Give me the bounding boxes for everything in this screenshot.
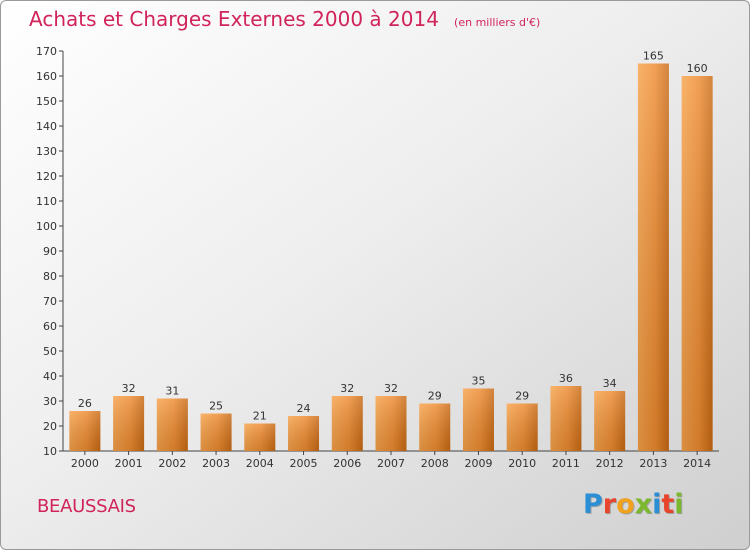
- x-tick-label: 2009: [464, 457, 492, 470]
- y-tick-label: 150: [36, 95, 57, 108]
- y-tick-label: 30: [43, 395, 57, 408]
- brand-letter: P: [583, 489, 603, 520]
- y-tick-label: 20: [43, 420, 57, 433]
- value-label-2009: 35: [471, 375, 485, 388]
- value-label-2013: 165: [643, 50, 664, 63]
- bar-shade-2008: [419, 403, 451, 451]
- bars: [69, 63, 713, 451]
- y-tick-label: 170: [36, 45, 57, 58]
- value-label-2005: 24: [297, 402, 311, 415]
- x-tick-label: 2010: [508, 457, 536, 470]
- x-tick-label: 2005: [290, 457, 318, 470]
- bar-shade-2013: [637, 63, 669, 451]
- bar-shade-2002: [156, 398, 188, 451]
- value-label-2011: 36: [559, 372, 573, 385]
- title-row: Achats et Charges Externes 2000 à 2014 (…: [29, 7, 540, 31]
- value-labels: 26 32 31 25 21 24 32 32 29 35 29 36 34 165 160: [78, 50, 708, 423]
- bar-shade-2006: [331, 396, 363, 451]
- x-tick-label: 2002: [158, 457, 186, 470]
- bar-shade-2001: [113, 396, 145, 451]
- y-tick-label: 130: [36, 145, 57, 158]
- brand-letter: i: [652, 489, 662, 520]
- y-tick-label: 160: [36, 70, 57, 83]
- y-tick-label: 140: [36, 120, 57, 133]
- y-tick-label: 90: [43, 245, 57, 258]
- axes: 10 20 30 40 50 60 70 80 90 100 110 120 130 140 150 160 1…: [36, 45, 719, 470]
- y-tick-label: 80: [43, 270, 57, 283]
- value-label-2014: 160: [687, 62, 708, 75]
- brand-logo: Proxiti: [583, 489, 684, 520]
- value-label-2008: 29: [428, 390, 442, 403]
- value-label-2004: 21: [253, 410, 267, 423]
- y-tick-label: 120: [36, 170, 57, 183]
- brand-letter: x: [634, 489, 653, 520]
- brand-letter: r: [602, 489, 617, 520]
- value-label-2010: 29: [515, 390, 529, 403]
- place-name: BEAUSSAIS: [37, 496, 136, 517]
- x-tick-label: 2000: [71, 457, 99, 470]
- chart-unit: (en milliers d'€): [454, 16, 541, 29]
- brand-letter: i: [674, 489, 684, 520]
- y-tick-label: 60: [43, 320, 57, 333]
- value-label-2006: 32: [340, 382, 354, 395]
- bar-shade-2000: [69, 411, 101, 451]
- bar-shade-2004: [244, 423, 276, 451]
- value-label-2000: 26: [78, 397, 92, 410]
- bar-shade-2007: [375, 396, 407, 451]
- bar-shade-2011: [550, 386, 582, 451]
- x-tick-label: 2012: [596, 457, 624, 470]
- value-label-2002: 31: [165, 385, 179, 398]
- x-tick-label: 2011: [552, 457, 580, 470]
- y-tick-label: 70: [43, 295, 57, 308]
- x-tick-label: 2014: [683, 457, 711, 470]
- brand-letter: o: [616, 489, 635, 520]
- x-tick-label: 2006: [333, 457, 361, 470]
- y-tick-label: 40: [43, 370, 57, 383]
- value-label-2001: 32: [122, 382, 136, 395]
- x-tick-label: 2004: [246, 457, 274, 470]
- y-tick-label: 10: [43, 445, 57, 458]
- bar-shade-2009: [462, 388, 494, 451]
- chart-title: Achats et Charges Externes 2000 à 2014: [29, 7, 439, 31]
- x-tick-label: 2013: [639, 457, 667, 470]
- x-tick-label: 2008: [421, 457, 449, 470]
- bar-shade-2003: [200, 413, 232, 451]
- y-tick-label: 50: [43, 345, 57, 358]
- bar-shade-2005: [288, 416, 320, 451]
- x-tick-label: 2007: [377, 457, 405, 470]
- bar-shade-2010: [506, 403, 538, 451]
- value-label-2012: 34: [603, 377, 617, 390]
- brand-letter: t: [661, 489, 675, 520]
- y-tick-label: 110: [36, 195, 57, 208]
- x-tick-label: 2001: [115, 457, 143, 470]
- bar-shade-2014: [681, 76, 713, 451]
- value-label-2003: 25: [209, 400, 223, 413]
- value-label-2007: 32: [384, 382, 398, 395]
- bar-shade-2012: [594, 391, 626, 451]
- x-tick-label: 2003: [202, 457, 230, 470]
- y-tick-label: 100: [36, 220, 57, 233]
